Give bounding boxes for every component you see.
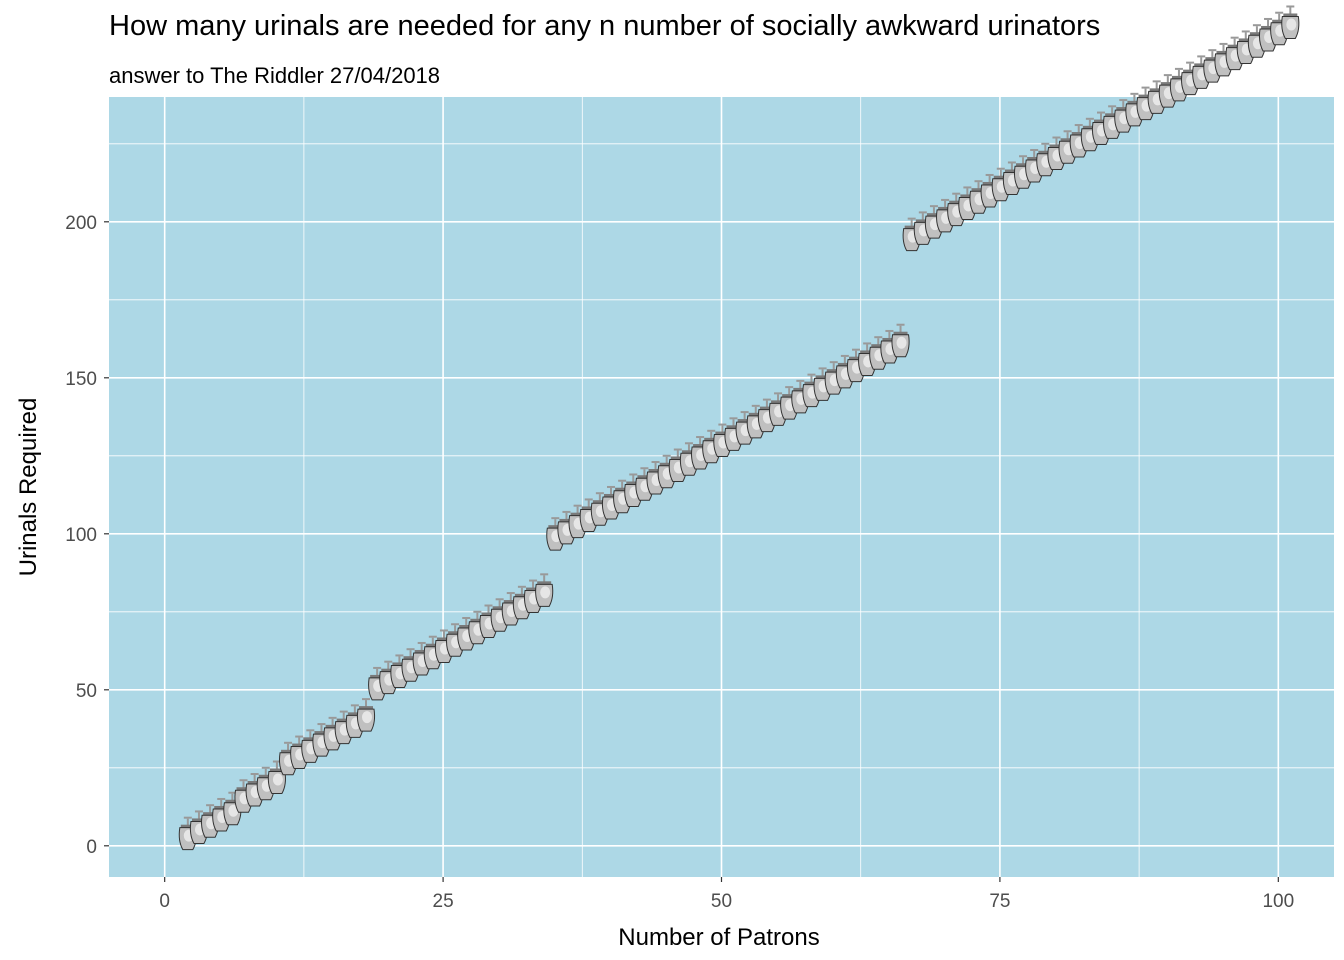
y-axis-ticks: 0 50 100 150 200: [65, 213, 109, 858]
y-tick-label: 100: [65, 525, 97, 546]
x-tick-label: 0: [159, 891, 170, 912]
y-axis-title: Urinals Required: [15, 398, 42, 577]
x-tick-label: 100: [1262, 891, 1294, 912]
x-tick-label: 25: [433, 891, 454, 912]
x-tick-label: 75: [989, 891, 1010, 912]
y-tick-label: 200: [65, 213, 97, 234]
y-tick-label: 150: [65, 369, 97, 390]
chart-subtitle: answer to The Riddler 27/04/2018: [109, 63, 441, 88]
y-tick-label: 0: [86, 837, 97, 858]
major-gridlines: [109, 97, 1334, 877]
x-axis-title: Number of Patrons: [618, 924, 819, 951]
chart-title: How many urinals are needed for any n nu…: [109, 10, 1101, 42]
x-tick-label: 50: [711, 891, 732, 912]
urinal-icon: [1281, 4, 1300, 39]
y-tick-label: 50: [76, 681, 97, 702]
x-axis-ticks: 0 25 50 75 100: [159, 877, 1294, 912]
